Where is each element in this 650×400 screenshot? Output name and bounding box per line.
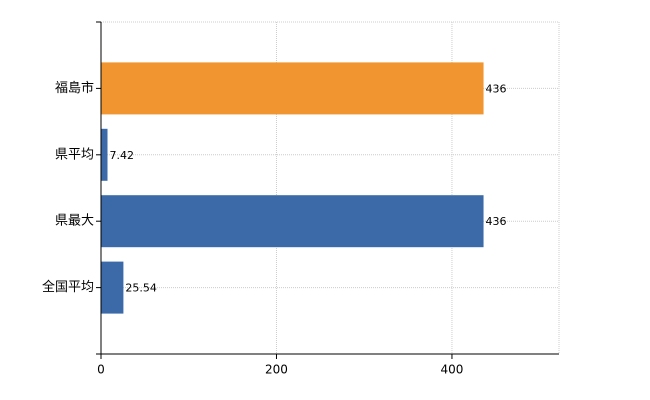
x-tick-label: 400 <box>441 363 464 377</box>
y-tick-label: 県平均 <box>55 147 94 162</box>
value-label: 7.42 <box>110 149 135 162</box>
y-tick-label: 全国平均 <box>42 279 94 295</box>
y-tick-label: 福島市 <box>55 80 94 96</box>
value-label: 25.54 <box>125 282 157 295</box>
bar <box>101 62 484 115</box>
x-tick-label: 200 <box>265 363 288 377</box>
value-label: 436 <box>486 215 507 228</box>
bar <box>101 261 124 314</box>
bar <box>101 128 108 181</box>
value-label: 436 <box>486 82 507 95</box>
y-tick-label: 県最大 <box>55 214 94 229</box>
bar <box>101 195 484 248</box>
x-tick-label: 0 <box>97 363 105 377</box>
